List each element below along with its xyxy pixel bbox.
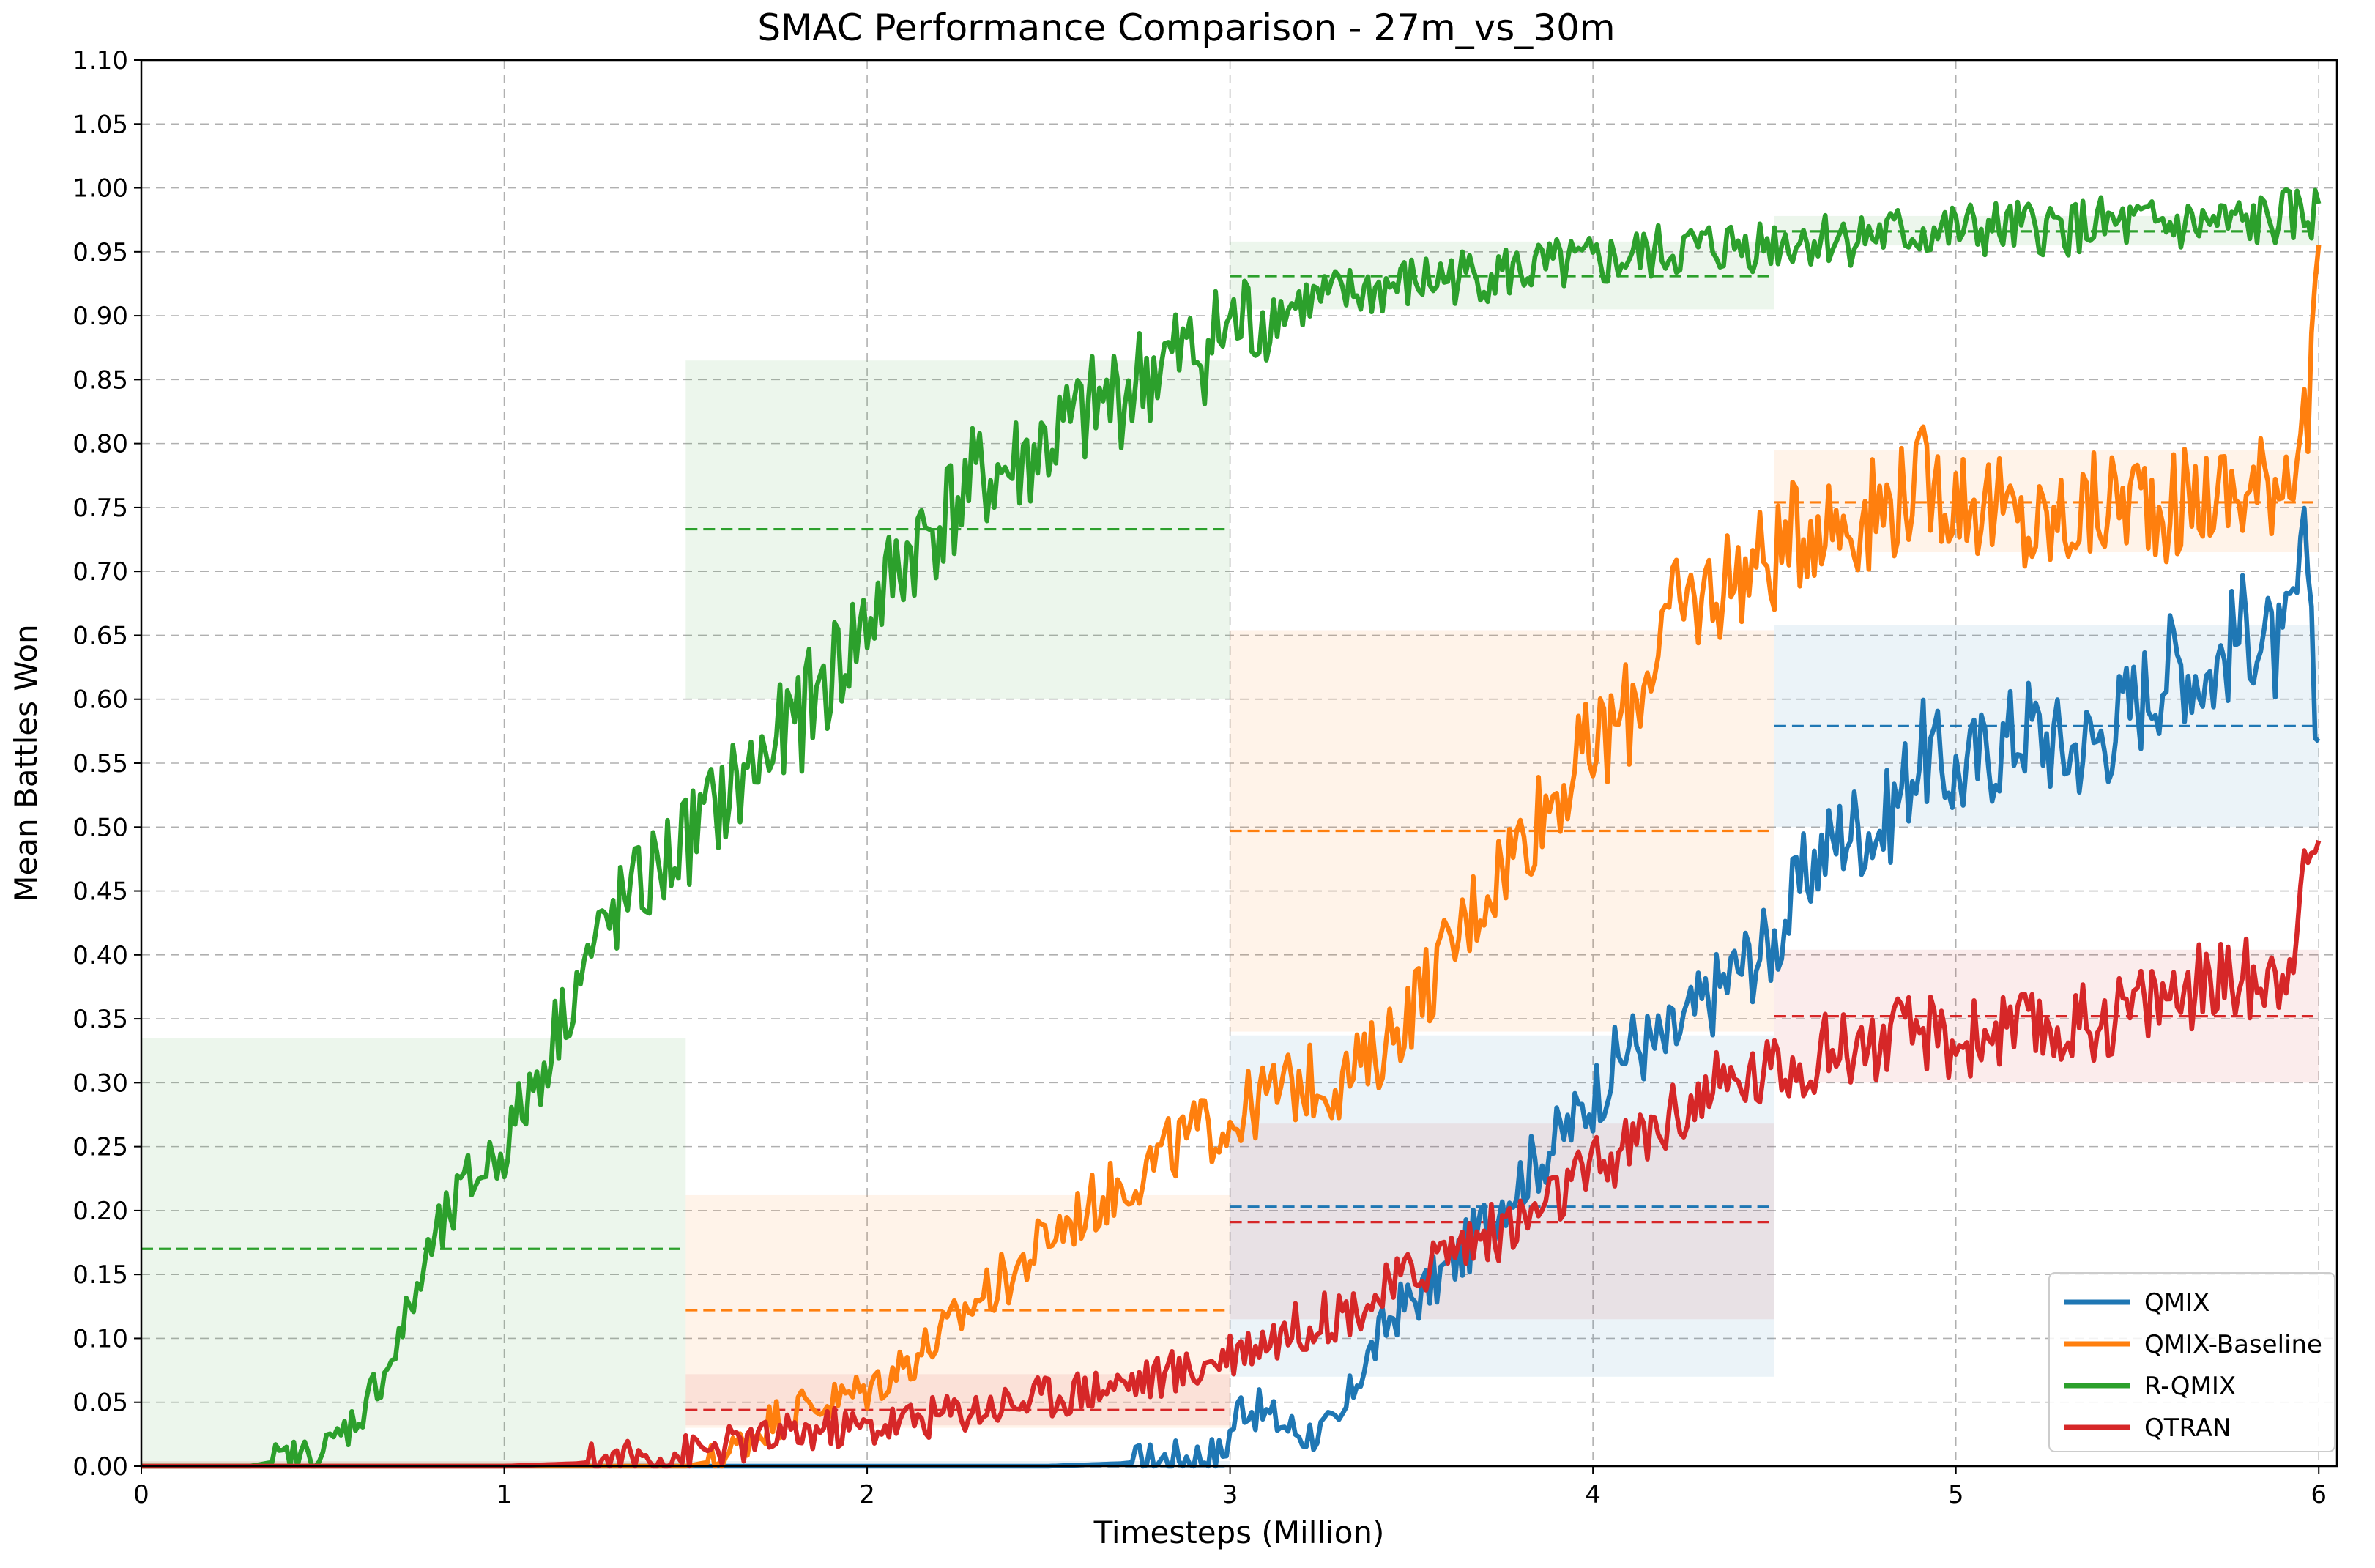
x-tick-label: 1: [497, 1480, 513, 1509]
y-tick-label: 0.55: [73, 749, 128, 779]
chart-title: SMAC Performance Comparison - 27m_vs_30m: [757, 7, 1615, 49]
y-tick-label: 0.95: [73, 238, 128, 267]
y-tick-label: 0.90: [73, 302, 128, 331]
y-tick-label: 0.85: [73, 365, 128, 395]
x-tick-label: 0: [133, 1480, 149, 1509]
legend-box: [2048, 1272, 2335, 1452]
legend-label-qtran: QTRAN: [2144, 1413, 2231, 1443]
legend-label-qmix-baseline: QMIX-Baseline: [2144, 1330, 2322, 1359]
x-tick-label: 6: [2311, 1480, 2327, 1509]
y-tick-label: 0.75: [73, 494, 128, 523]
y-tick-label: 0.20: [73, 1197, 128, 1226]
y-tick-label: 0.30: [73, 1069, 128, 1098]
y-tick-label: 0.45: [73, 877, 128, 907]
y-tick-label: 0.05: [73, 1389, 128, 1418]
legend-label-qmix: QMIX: [2144, 1288, 2209, 1318]
x-tick-label: 4: [1585, 1480, 1601, 1509]
qtran-band: [141, 1461, 686, 1466]
x-tick-label: 2: [859, 1480, 875, 1509]
y-tick-label: 1.10: [73, 46, 128, 75]
x-axis-label: Timesteps (Million): [1093, 1515, 1385, 1550]
x-tick-label: 5: [1948, 1480, 1964, 1509]
y-tick-label: 0.15: [73, 1260, 128, 1290]
legend-label-r-qmix: R-QMIX: [2144, 1372, 2236, 1401]
y-tick-label: 0.65: [73, 621, 128, 650]
y-tick-label: 0.35: [73, 1005, 128, 1034]
legend: QMIX QMIX-Baseline R-QMIX QTRAN: [2048, 1272, 2335, 1452]
x-tick-label: 3: [1222, 1480, 1238, 1509]
y-tick-label: 0.70: [73, 557, 128, 587]
y-tick-label: 0.80: [73, 430, 128, 459]
y-tick-label: 0.60: [73, 685, 128, 715]
r-qmix-line: [141, 187, 2322, 1469]
y-tick-label: 0.40: [73, 941, 128, 970]
qmix-band: [685, 1461, 1230, 1466]
y-tick-label: 1.00: [73, 174, 128, 204]
y-tick-label: 0.00: [73, 1452, 128, 1482]
y-axis-ticks: 0.00 0.05 0.10 0.15 0.20 0.25 0.30 0.35 0.40 0.45…: [73, 46, 141, 1482]
y-tick-label: 0.50: [73, 813, 128, 842]
y-tick-label: 0.25: [73, 1133, 128, 1162]
y-tick-label: 0.10: [73, 1324, 128, 1353]
x-axis-ticks: 0 1 2 3 4 5 6: [133, 1466, 2327, 1509]
y-axis-label: Mean Battles Won: [8, 624, 44, 902]
r-qmix-band: [141, 1038, 686, 1466]
y-tick-label: 1.05: [73, 110, 128, 139]
